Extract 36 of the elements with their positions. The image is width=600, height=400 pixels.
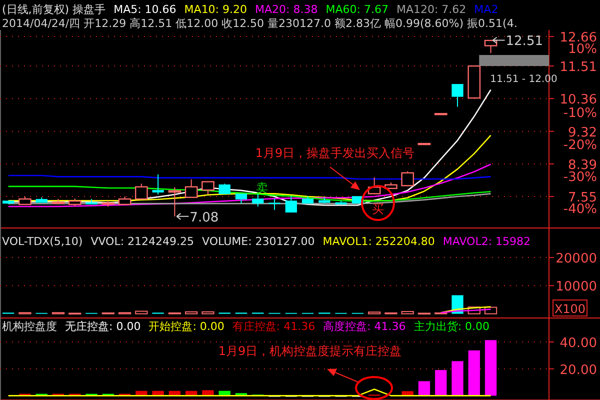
annotation: 卖 bbox=[256, 181, 268, 195]
text: MAVOL2: 15982 bbox=[442, 235, 531, 248]
y-tick-label: 11.51 bbox=[560, 60, 597, 76]
text: 开始控盘: 0.00 bbox=[148, 320, 224, 333]
y-tick-label: 20.00 bbox=[560, 362, 597, 378]
text: MAVOL1: 252204.80 bbox=[322, 235, 435, 248]
text: VOL-TDX(5,10) bbox=[2, 235, 83, 248]
annotation: 1月9日，机构控盘度提示有庄控盘 bbox=[218, 344, 402, 358]
text: MA20: 8.38 bbox=[255, 3, 318, 16]
y-tick-label: 40.00 bbox=[560, 336, 597, 351]
y-tick-label: 10.36 bbox=[560, 92, 597, 108]
text: MA10: 9.20 bbox=[184, 3, 248, 16]
text: MA60: 7.67 bbox=[326, 3, 388, 16]
y-tick-label: 9.32 bbox=[568, 125, 597, 140]
text: 高度控盘: 41.36 bbox=[323, 320, 406, 333]
text: MA120: 7.62 bbox=[396, 3, 466, 16]
y-axis-title: X100 bbox=[554, 302, 586, 316]
annotation: 买 bbox=[372, 202, 384, 216]
annotation: 7.08 bbox=[190, 210, 219, 226]
text: 主力出货: 0.00 bbox=[414, 320, 490, 333]
annotation: 1月9日，操盘手发出买入信号 bbox=[255, 146, 415, 160]
chart-subtitle: 2014/04/24/四 开12.29 高12.51 低12.00 收12.50 量230127.0 额2.83亿 幅0.99(8.60%) 振0.51(4. bbox=[2, 17, 518, 30]
y2-tick-label: -20% bbox=[563, 138, 597, 153]
y2-tick-label: -10% bbox=[563, 106, 597, 121]
chart-title: (日线,前复权) 操盘手 bbox=[2, 3, 106, 16]
text: MA2 bbox=[474, 3, 498, 16]
annotation: VVOL: 2124249.25 bbox=[90, 235, 194, 248]
y-tick-label: 10000 bbox=[556, 280, 597, 295]
y-tick-label: 20000 bbox=[556, 252, 597, 267]
text: MA5: 10.66 bbox=[114, 3, 176, 16]
text: 12.51 bbox=[506, 34, 543, 50]
chart-title: 机构控盘度 bbox=[2, 320, 57, 333]
y2-tick-label: -30% bbox=[563, 170, 597, 185]
annotation: VOLUME: 230127.00 bbox=[202, 235, 315, 248]
text: 无庄控盘: 0.00 bbox=[65, 320, 141, 333]
text: 有庄控盘: 41.36 bbox=[232, 320, 316, 333]
